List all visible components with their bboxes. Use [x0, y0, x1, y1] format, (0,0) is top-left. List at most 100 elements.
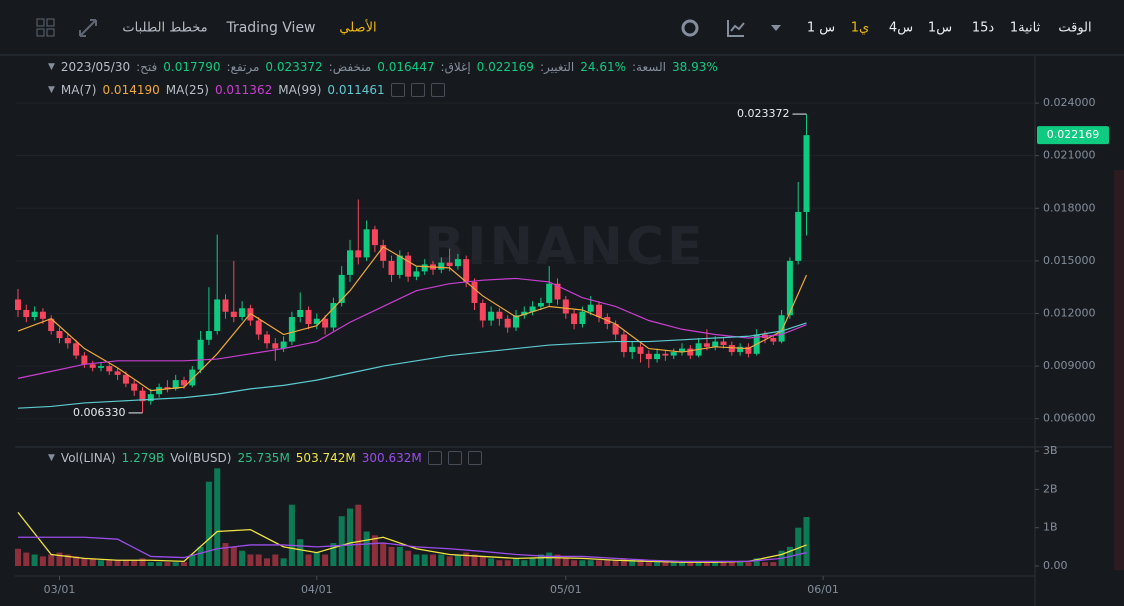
candle-body — [205, 331, 212, 340]
candle-body — [15, 299, 21, 310]
eye-icon[interactable] — [390, 83, 405, 97]
interval-button[interactable]: 1 س — [807, 21, 835, 36]
volume-bar — [728, 562, 735, 566]
candle-body — [305, 309, 312, 325]
volume-bar — [596, 560, 602, 566]
volume-bar — [73, 556, 80, 566]
volume-bar — [81, 558, 88, 566]
info-label: مرتفع: — [226, 60, 260, 74]
candle-body — [562, 299, 569, 314]
collapse-arrow: ▼ — [48, 85, 55, 95]
candle-body — [546, 283, 553, 303]
volume-bar — [98, 560, 104, 566]
grid-icon[interactable] — [36, 18, 55, 37]
price-tag — [1037, 126, 1109, 145]
candle-body — [56, 331, 63, 339]
volume-value: 25.735M — [237, 451, 290, 465]
close-icon[interactable] — [430, 83, 445, 97]
candle-body — [39, 311, 46, 319]
interval-button[interactable]: 1ي — [851, 21, 869, 36]
volume-bar — [413, 554, 420, 566]
gear-icon[interactable] — [410, 83, 425, 97]
indicator-icon[interactable] — [727, 20, 745, 37]
info-value: 0.022169 — [476, 60, 534, 74]
volume-bar — [488, 558, 495, 566]
x-tick-label: 03/01 — [44, 583, 76, 596]
volume-bar — [770, 562, 777, 566]
y-tick-label: 0.006000 — [1043, 412, 1096, 425]
volume-bar — [64, 554, 71, 566]
volume-bar — [338, 516, 345, 566]
volume-bar — [421, 554, 428, 566]
volume-bar — [504, 560, 511, 566]
info-value: 38.93% — [671, 60, 718, 74]
ma-line — [17, 277, 807, 379]
y-tick-label: 0.021000 — [1043, 149, 1096, 162]
candle-body — [147, 394, 154, 402]
interval-button[interactable]: الوقت — [1058, 21, 1091, 36]
volume-bar — [654, 562, 661, 566]
candle-body — [297, 309, 304, 317]
volume-name: Vol(BUSD) — [170, 451, 232, 465]
volume-bar — [529, 558, 536, 566]
volume-bar — [579, 560, 586, 566]
candle-body — [272, 343, 279, 349]
candle-body — [347, 250, 353, 275]
settings-icon[interactable] — [681, 19, 699, 37]
volume-bar — [745, 562, 752, 566]
candle-body — [687, 348, 694, 356]
volume-bar — [23, 552, 30, 566]
collapse-arrow: ▼ — [48, 453, 55, 463]
candle-body — [106, 366, 113, 372]
side-strip — [1114, 170, 1124, 570]
close-icon[interactable] — [467, 451, 482, 465]
info-value: 24.61% — [580, 60, 627, 74]
x-tick-label: 05/01 — [550, 583, 582, 596]
volume-bar — [172, 562, 179, 566]
volume-bar — [396, 546, 403, 566]
volume-bar — [537, 554, 544, 566]
interval-button[interactable]: 15د — [972, 21, 995, 36]
volume-bar — [280, 558, 287, 566]
volume-bar — [297, 539, 304, 566]
interval-button[interactable]: 1س — [928, 21, 952, 36]
candle-body — [164, 387, 171, 389]
candle-body — [48, 318, 55, 332]
volume-bar — [762, 562, 768, 566]
candle-body — [463, 259, 470, 282]
candle-body — [380, 245, 387, 261]
volume-bar — [645, 562, 652, 566]
candle-body — [98, 366, 104, 368]
interval-button[interactable]: 4س — [889, 21, 913, 36]
view-tab[interactable]: مخطط الطلبات — [122, 21, 207, 36]
candle-body — [222, 299, 229, 312]
interval-button[interactable]: 1ثانية — [1010, 21, 1041, 36]
volume-bar — [629, 560, 636, 566]
candle-body — [488, 311, 495, 321]
candle-body — [181, 380, 187, 386]
volume-ma-value: 300.632M — [361, 451, 422, 465]
gear-icon[interactable] — [447, 451, 462, 465]
volume-bar — [496, 560, 503, 566]
volume-bar — [695, 562, 702, 566]
candle-body — [239, 308, 246, 317]
eye-icon[interactable] — [427, 451, 442, 465]
volume-bar — [687, 562, 694, 566]
info-label: السعة: — [632, 60, 666, 74]
candle-body — [654, 353, 661, 360]
volume-bar — [189, 554, 196, 566]
view-tab[interactable]: الأصلي — [339, 19, 376, 36]
volume-bar — [430, 554, 436, 566]
candle-body — [81, 355, 88, 365]
expand-icon[interactable] — [79, 19, 97, 37]
dropdown-icon[interactable] — [771, 25, 781, 31]
candle-body — [288, 316, 295, 342]
volume-bar — [239, 550, 246, 566]
view-tab[interactable]: Trading View — [225, 20, 315, 36]
y-tick-label: 0.018000 — [1043, 201, 1096, 214]
candle-body — [172, 380, 179, 389]
info-label: فتح: — [136, 60, 158, 74]
volume-bar — [106, 560, 113, 566]
y-tick-label: 0.00 — [1043, 559, 1068, 572]
volume-bar — [388, 546, 395, 566]
